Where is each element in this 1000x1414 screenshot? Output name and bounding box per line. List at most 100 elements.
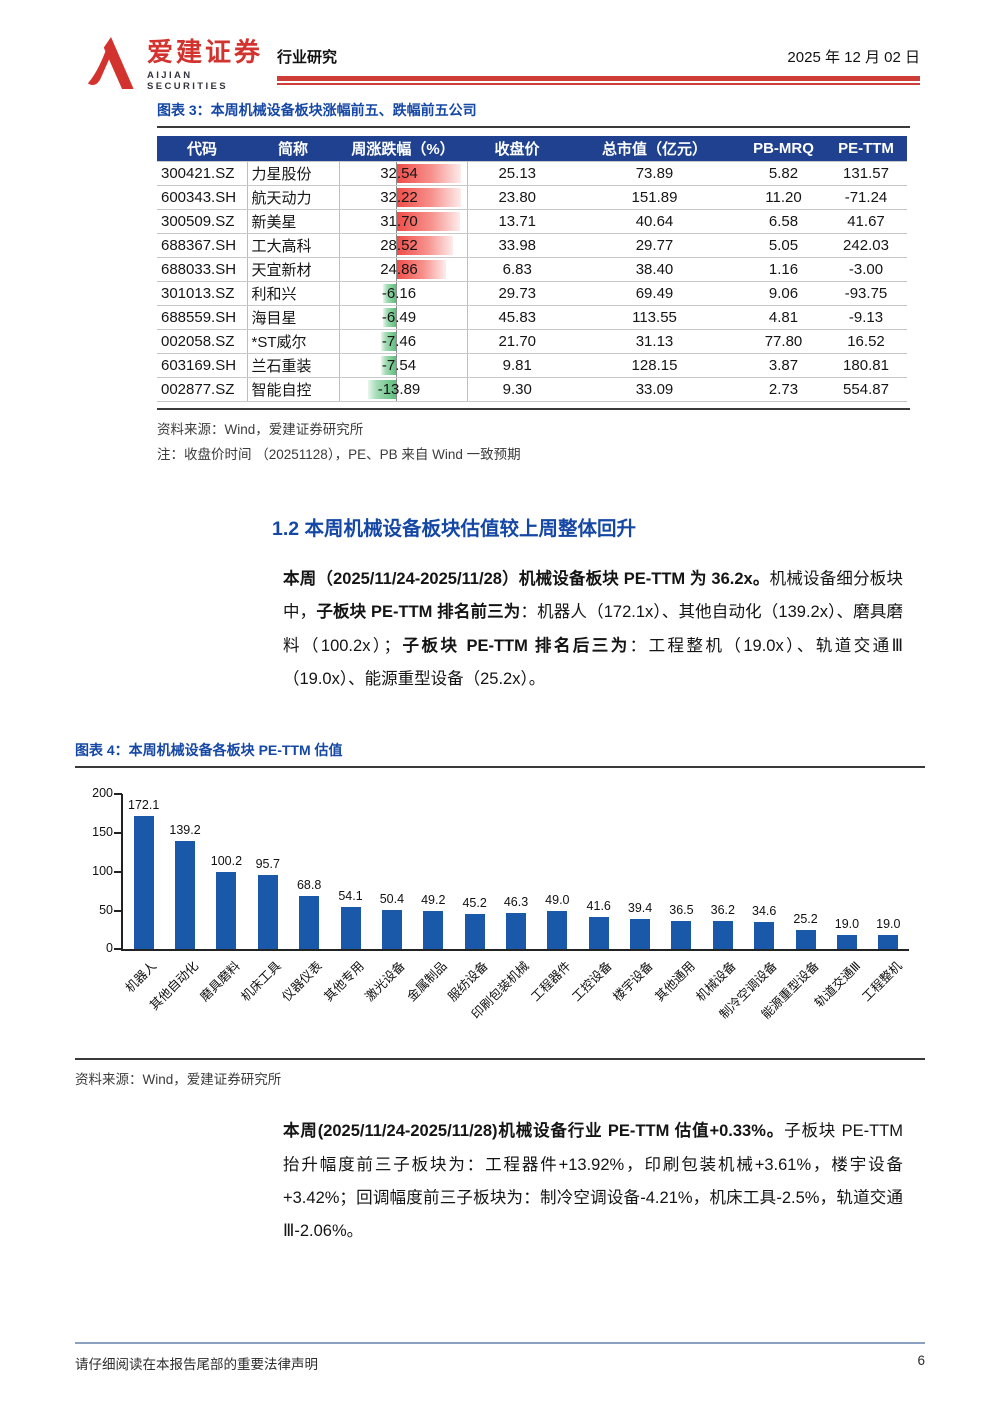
x-axis-category-label: 仪器仪表	[279, 959, 326, 1005]
table-row: 603169.SH 兰石重装 -7.54 9.81 128.15 3.87 180.81	[157, 353, 907, 378]
bar-group: 34.6 制冷空调设备	[717, 794, 785, 1022]
table-header-row: 代码 简称 周涨跌幅（%） 收盘价 总市值（亿元） PB-MRQ PE-TTM	[157, 136, 907, 162]
bar-group: 139.2 其他自动化	[147, 794, 205, 1013]
figure4-caption: 图表 4：本周机械设备各板块 PE-TTM 估值	[75, 742, 343, 759]
bar-group: 54.1 其他专用	[321, 794, 371, 1004]
pe-ttm: 41.67	[825, 209, 907, 234]
pe-ttm: 180.81	[825, 353, 907, 378]
bar-value-label: 68.8	[296, 877, 322, 892]
bar	[505, 913, 526, 950]
close-price: 6.83	[467, 257, 567, 282]
bar-value-label: 54.1	[338, 889, 363, 904]
bar-group: 50.4 激光设备	[363, 794, 412, 1004]
bar-value-label: 19.0	[876, 916, 901, 931]
weekly-change-cell: -6.16	[339, 281, 468, 306]
pb-mrq: 6.58	[742, 209, 825, 234]
close-price: 21.70	[467, 329, 567, 354]
bar	[588, 917, 609, 950]
weekly-change-cell: 32.22	[339, 185, 468, 210]
figure4-top-rule	[75, 766, 925, 769]
table-row: 300509.SZ 新美星 31.70 13.71 40.64 6.58 41.67	[157, 209, 907, 234]
company-logo: 爱建证券 AIJIAN SECURITIES	[85, 34, 275, 92]
stock-code: 603169.SH	[157, 353, 247, 378]
market-cap: 40.64	[567, 209, 742, 234]
bar-value-label: 36.2	[710, 903, 735, 918]
close-price: 45.83	[467, 305, 567, 330]
x-axis-category-label: 机床工具	[238, 959, 284, 1005]
paragraph-pe-ttm-change: 本周(2025/11/24-2025/11/28)机械设备行业 PE-TTM 估…	[283, 1115, 903, 1248]
column-header: 代码	[157, 136, 247, 162]
close-price: 9.81	[467, 353, 567, 378]
section-heading: 1.2 本周机械设备板块估值较上周整体回升	[272, 517, 637, 540]
bar-group: 36.5 其他通用	[652, 794, 702, 1004]
positive-change-bar	[395, 212, 460, 231]
weekly-change-cell: 24.86	[339, 257, 468, 282]
figure3-caption: 图表 3：本周机械设备板块涨幅前五、跌幅前五公司	[157, 102, 477, 118]
negative-change-bar	[382, 308, 396, 327]
bar	[175, 841, 196, 950]
negative-change-bar	[367, 380, 396, 399]
emphasis-text: 子板块 PE-TTM 排名前三为	[316, 603, 521, 622]
stock-name: 航天动力	[246, 185, 340, 210]
bar-group: 100.2 磨具磨料	[197, 794, 247, 1005]
close-price: 23.80	[467, 185, 567, 210]
header-double-rule	[277, 76, 920, 85]
bar-value-label: 100.2	[210, 853, 243, 868]
page-footer: 请仔细阅读在本报告尾部的重要法律声明 6	[75, 1342, 925, 1373]
figure3-block: 图表 3：本周机械设备板块涨幅前五、跌幅前五公司 代码 简称 周涨跌幅（%） 收盘价总…	[157, 100, 910, 468]
bar	[423, 911, 444, 950]
stock-code: 301013.SZ	[157, 281, 247, 306]
stock-code: 688367.SH	[157, 233, 247, 258]
body-text: 机械设备细分板块中，	[283, 569, 903, 622]
weekly-change-value: -13.89	[377, 381, 421, 398]
stock-name: 新美星	[246, 209, 340, 234]
weekly-change-value: -6.16	[381, 285, 417, 302]
x-axis-category-label: 工控设备	[569, 959, 615, 1005]
bar	[795, 929, 816, 950]
stock-name: 海目星	[246, 305, 340, 330]
table-row: 002877.SZ 智能自控 -13.89 9.30 33.09 2.73 554.87	[157, 377, 907, 402]
bar	[381, 910, 402, 950]
y-axis-tick-mark	[114, 909, 122, 912]
table-row: 300421.SZ 力星股份 32.54 25.13 73.89 5.82 131.57	[157, 161, 907, 186]
bar-value-label: 50.4	[379, 892, 405, 907]
bar	[712, 921, 733, 950]
stock-name: 工大高科	[246, 233, 340, 258]
bar-group: 19.0 工程整机	[859, 794, 909, 1005]
bar-group: 68.8 仪器仪表	[280, 794, 329, 1004]
figure3-top-rule	[157, 126, 910, 128]
weekly-change-value: 31.70	[380, 213, 418, 230]
pe-ttm: 554.87	[825, 377, 907, 402]
pb-mrq: 2.73	[742, 377, 825, 402]
stock-code: 300421.SZ	[157, 161, 247, 186]
stock-code: 002877.SZ	[157, 377, 247, 402]
header-main: 行业研究 2025 年 12 月 02 日	[277, 34, 920, 85]
weekly-change-cell: -6.49	[339, 305, 468, 330]
bar-group: 95.7 机床工具	[239, 794, 288, 1004]
table-row: 301013.SZ 利和兴 -6.16 29.73 69.49 9.06 -93.75	[157, 281, 907, 306]
market-cap: 128.15	[567, 353, 742, 378]
bar-value-label: 39.4	[627, 900, 653, 915]
close-price: 25.13	[467, 161, 567, 186]
x-axis-category-label: 激光设备	[362, 959, 408, 1005]
bar-value-label: 95.7	[255, 857, 280, 872]
bar	[754, 922, 775, 950]
pe-ttm: -93.75	[825, 281, 907, 306]
bar	[878, 934, 899, 950]
y-axis-tick-mark	[114, 870, 122, 873]
page-header: 爱建证券 AIJIAN SECURITIES 行业研究 2025 年 12 月 …	[0, 0, 1000, 92]
pe-ttm: 242.03	[825, 233, 907, 258]
weekly-change-cell: -7.54	[339, 353, 468, 378]
positive-change-bar	[395, 260, 446, 279]
pb-mrq: 9.06	[742, 281, 825, 306]
brand-a-icon	[87, 37, 134, 89]
stock-name: 智能自控	[246, 377, 340, 402]
column-header: 总市值（亿元）	[567, 136, 742, 162]
market-cap: 29.77	[567, 233, 742, 258]
figure4-block: 图表 4：本周机械设备各板块 PE-TTM 估值 172.1 机器人 139.2 其他…	[75, 740, 925, 1093]
stock-code: 300509.SZ	[157, 209, 247, 234]
stock-code: 600343.SH	[157, 185, 247, 210]
stock-name: 利和兴	[246, 281, 340, 306]
weekly-change-value: -7.46	[381, 333, 417, 350]
market-cap: 69.49	[567, 281, 742, 306]
